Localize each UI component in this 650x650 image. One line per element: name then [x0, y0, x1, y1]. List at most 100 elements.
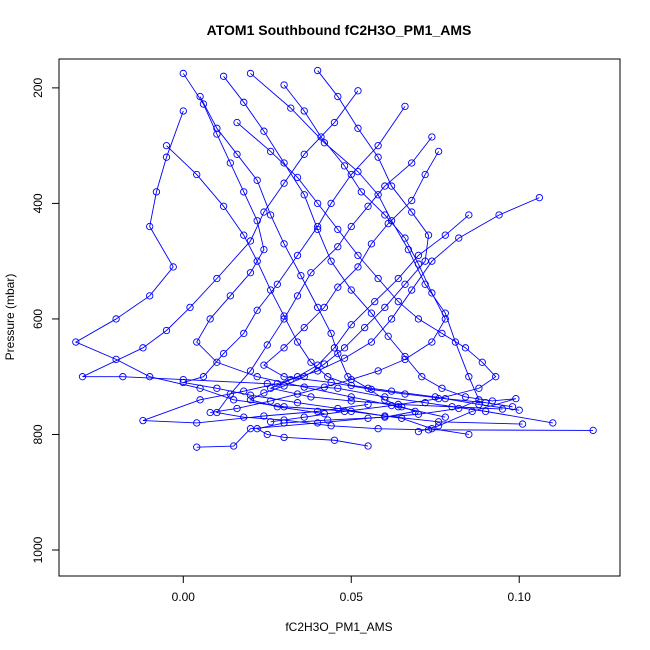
data-point: [330, 436, 339, 444]
data-point: [179, 69, 187, 78]
data-point: [428, 338, 436, 346]
series-line: [223, 76, 516, 433]
data-point: [361, 323, 369, 332]
data-point: [293, 292, 302, 300]
data-point: [408, 196, 416, 205]
data-point: [478, 358, 486, 366]
series-13: [233, 118, 500, 426]
data-point: [169, 263, 177, 271]
data-point: [374, 153, 382, 161]
y-axis-label: Pressure (mbar): [3, 274, 17, 361]
series-line: [236, 122, 497, 423]
plot-frame: [58, 58, 621, 577]
data-point: [347, 375, 355, 384]
data-point: [233, 404, 241, 413]
data-point: [139, 344, 147, 352]
data-point: [434, 395, 443, 403]
data-point: [357, 188, 365, 196]
data-point: [414, 427, 423, 436]
data-point: [206, 408, 214, 417]
series-line: [82, 90, 553, 424]
data-point: [408, 159, 416, 167]
data-point: [260, 389, 268, 397]
data-point: [260, 361, 268, 369]
data-point: [287, 104, 295, 112]
data-point: [246, 396, 255, 404]
data-point: [280, 433, 288, 442]
data-point: [414, 315, 423, 323]
data-point: [367, 240, 376, 248]
data-point: [314, 199, 322, 208]
data-point: [340, 344, 349, 352]
data-point: [300, 107, 308, 115]
data-point: [387, 182, 396, 190]
data-point: [246, 237, 255, 245]
series-2: [193, 69, 483, 451]
data-point: [408, 208, 416, 216]
data-point: [240, 231, 248, 239]
series-9: [179, 102, 527, 428]
data-point: [384, 332, 392, 340]
x-axis-label: fC2H3O_PM1_AMS: [285, 620, 392, 634]
data-point: [300, 191, 308, 199]
data-point: [293, 390, 302, 398]
data-point: [428, 289, 436, 297]
data-point: [307, 269, 315, 277]
data-point: [387, 315, 396, 323]
data-point: [246, 269, 255, 277]
data-point: [233, 118, 241, 127]
data-point: [334, 243, 342, 251]
data-point: [293, 338, 302, 346]
data-point: [78, 373, 87, 381]
data-point: [549, 419, 557, 427]
data-point: [213, 274, 221, 283]
data-point: [293, 399, 302, 407]
data-point: [273, 403, 281, 411]
data-point: [330, 344, 339, 352]
data-point: [219, 202, 228, 210]
data-point: [260, 127, 268, 135]
data-point: [424, 231, 433, 239]
data-point: [465, 430, 473, 439]
data-point: [512, 395, 520, 403]
series-line: [183, 106, 523, 425]
data-point: [320, 360, 329, 368]
data-point: [347, 393, 355, 401]
data-point: [340, 162, 349, 170]
data-point: [401, 355, 409, 364]
data-point: [246, 69, 255, 78]
data-point: [381, 211, 389, 219]
data-point: [330, 118, 339, 127]
data-point: [300, 413, 308, 421]
data-point: [280, 240, 288, 248]
data-point: [498, 405, 507, 413]
series-4: [78, 87, 557, 427]
data-point: [273, 280, 281, 288]
data-point: [327, 257, 335, 265]
data-point: [364, 442, 372, 450]
data-point: [334, 92, 342, 101]
data-point: [364, 414, 372, 422]
data-point: [193, 419, 201, 427]
data-point: [307, 393, 315, 401]
data-point: [297, 271, 305, 280]
data-point: [263, 430, 271, 439]
data-point: [364, 400, 372, 409]
x-tick-label: 0.00: [172, 590, 196, 604]
data-point: [468, 407, 476, 416]
data-point: [213, 124, 221, 132]
data-point: [320, 139, 329, 147]
data-point: [162, 141, 171, 150]
data-point: [219, 349, 228, 358]
data-point: [193, 170, 201, 179]
data-point: [300, 373, 308, 381]
data-point: [438, 384, 446, 392]
data-point: [307, 358, 315, 366]
data-point: [146, 373, 154, 381]
y-tick-label: 400: [31, 193, 45, 213]
data-point: [266, 418, 275, 426]
data-point: [199, 100, 208, 108]
x-axis: 0.00 0.05 0.10: [172, 575, 531, 604]
data-point: [451, 338, 460, 346]
data-point: [320, 383, 329, 391]
